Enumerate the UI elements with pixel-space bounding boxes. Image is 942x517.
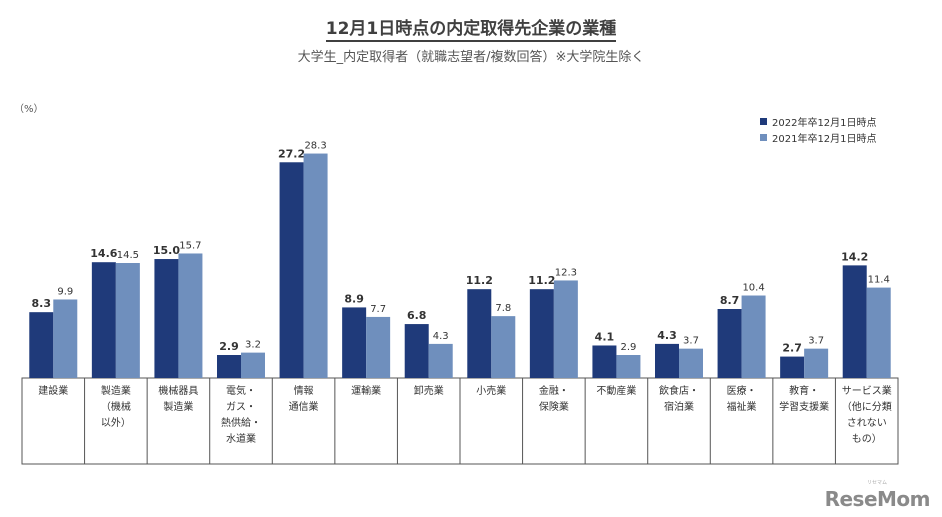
bar-2022 [529, 289, 554, 378]
data-label-2022: 8.7 [720, 294, 740, 307]
data-label-2022: 4.1 [595, 330, 615, 343]
category-label: されない [847, 417, 887, 429]
bar-2022 [842, 265, 867, 378]
category-label: 水道業 [226, 432, 256, 445]
category-label: サービス業 [842, 384, 892, 397]
bar-2022 [592, 345, 617, 378]
bar-2022 [91, 262, 116, 378]
category-label: 飲食店・ [659, 384, 699, 397]
bar-2021 [366, 316, 391, 378]
bar-2022 [655, 343, 679, 378]
data-label-2021: 14.5 [117, 250, 139, 261]
bar-2021 [428, 343, 453, 378]
category-label: 小売業 [476, 384, 506, 397]
data-label-2021: 10.4 [742, 283, 764, 294]
data-label-2021: 3.2 [245, 340, 261, 351]
category-label: 情報 [294, 384, 314, 397]
category-label: 医療・ [727, 384, 757, 397]
category-label: 電気・ [226, 384, 256, 397]
data-label-2022: 15.0 [153, 244, 180, 257]
data-label-2022: 4.3 [657, 329, 677, 342]
bar-2021 [679, 348, 703, 378]
category-label: 不動産業 [596, 384, 636, 397]
bar-2021 [241, 352, 265, 378]
chart-subtitle: 大学生_内定取得者（就職志望者/複数回答）※大学院生除く [297, 50, 645, 65]
unit-label: （%） [14, 104, 44, 115]
data-label-2022: 11.2 [466, 274, 493, 287]
category-label: 福祉業 [727, 400, 757, 413]
data-label-2021: 4.3 [433, 331, 449, 342]
category-label: ガス・ [226, 401, 256, 413]
category-label: 学習支援業 [779, 400, 829, 413]
category-label: もの） [852, 433, 882, 445]
data-label-2021: 7.8 [495, 303, 511, 314]
bar-2021 [178, 253, 203, 378]
chart-title: 12月1日時点の内定取得先企業の業種 [0, 14, 942, 42]
legend-swatch-2021 [760, 133, 767, 141]
bar-2022 [29, 312, 54, 378]
data-label-2021: 3.7 [808, 336, 824, 347]
bar-2021 [53, 299, 78, 378]
legend-swatch-2022 [760, 117, 767, 125]
category-label: 金融・ [539, 384, 569, 397]
data-label-2022: 2.9 [219, 340, 239, 353]
legend-label-2021: 2021年卒12月1日時点 [772, 133, 877, 145]
bar-2021 [866, 287, 891, 378]
data-label-2022: 8.9 [344, 292, 364, 305]
category-label: 通信業 [289, 400, 319, 413]
bar-2022 [780, 356, 805, 378]
category-label: 建設業 [38, 384, 68, 397]
data-label-2022: 2.7 [782, 342, 802, 355]
legend-label-2022: 2022年卒12月1日時点 [772, 117, 877, 129]
bar-2022 [279, 162, 304, 378]
legend: 2022年卒12月1日時点 2021年卒12月1日時点 [760, 113, 877, 145]
data-label-2021: 28.3 [304, 141, 326, 152]
category-label: 製造業 [101, 384, 131, 397]
category-label: 宿泊業 [664, 400, 694, 413]
bar-2021 [115, 263, 140, 378]
data-label-2022: 11.2 [528, 274, 555, 287]
data-label-2021: 12.3 [555, 267, 577, 278]
category-label: 製造業 [163, 400, 193, 413]
watermark-logo: ReseMom [824, 487, 931, 511]
bar-2021 [553, 280, 578, 378]
legend-item-2021: 2021年卒12月1日時点 [760, 129, 877, 145]
data-label-2022: 14.2 [841, 250, 868, 263]
category-label: 運輸業 [351, 384, 381, 397]
data-label-2022: 14.6 [90, 247, 117, 260]
data-label-2021: 3.7 [683, 336, 699, 347]
bar-2021 [616, 355, 641, 378]
bar-2022 [467, 289, 492, 378]
bar-2022 [154, 259, 179, 378]
data-label-2021: 7.7 [370, 304, 386, 315]
data-label-2021: 2.9 [620, 342, 636, 353]
data-label-2022: 27.2 [278, 147, 305, 160]
bar-2021 [804, 348, 829, 378]
category-label: （機械 [101, 400, 131, 413]
data-label-2022: 8.3 [32, 297, 52, 310]
bar-2022 [342, 307, 367, 378]
category-label: 以外） [101, 417, 131, 429]
data-label-2021: 9.9 [57, 286, 73, 297]
legend-item-2022: 2022年卒12月1日時点 [760, 113, 877, 129]
category-label: 教育・ [789, 384, 819, 397]
bar-2022 [404, 324, 429, 378]
category-label: 機械器具 [158, 384, 198, 397]
data-label-2021: 11.4 [868, 275, 890, 286]
data-label-2021: 15.7 [179, 240, 201, 251]
category-label: 熱供給・ [221, 416, 261, 429]
bar-2021 [741, 295, 766, 378]
bar-2021 [491, 316, 516, 378]
data-label-2022: 6.8 [407, 309, 427, 322]
bar-2021 [303, 153, 328, 378]
category-label: 保険業 [539, 400, 569, 413]
bar-2022 [217, 355, 241, 378]
watermark-ruby: リセマム [866, 480, 887, 486]
category-label: 卸売業 [414, 384, 444, 397]
category-label: （他に分類 [842, 400, 892, 413]
bar-2022 [717, 309, 742, 378]
